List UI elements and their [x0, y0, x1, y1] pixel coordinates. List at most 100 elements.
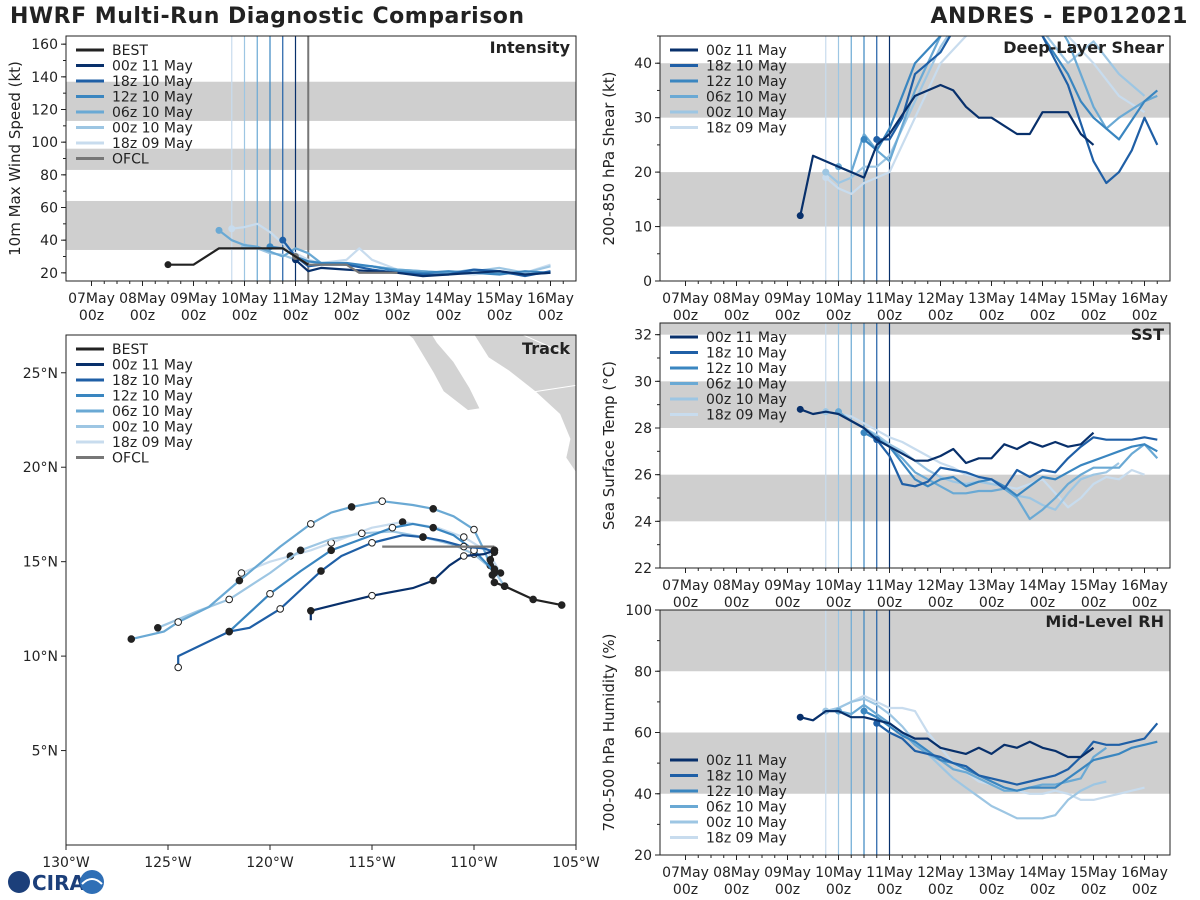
y-tick-label: 26: [634, 468, 652, 484]
x-tick-label-hour: 00z: [775, 595, 800, 611]
track-marker: [470, 525, 478, 534]
legend-entry: BEST: [112, 342, 148, 358]
y-tick-label: 10: [634, 220, 652, 236]
track-marker: [460, 533, 468, 541]
state-border: [535, 384, 576, 393]
x-tick-label-hour: 00z: [826, 882, 851, 898]
x-tick-label-hour: 00z: [436, 308, 461, 324]
track-marker: [127, 635, 136, 643]
x-tick-label-day: 15May: [1070, 865, 1117, 881]
cira-logo-text: CIRA: [32, 871, 86, 895]
x-tick-label-hour: 00z: [877, 308, 902, 324]
x-tick-label-day: 12May: [323, 291, 370, 307]
legend-entry: 00z 11 May: [112, 358, 193, 374]
y-tick-label: 140: [31, 70, 58, 86]
axes-frame: [65, 334, 577, 846]
series-line-00z-10-may: [825, 697, 1107, 820]
series-line-18z-09-may: [825, 694, 1145, 802]
legend-entry: 18z 10 May: [112, 373, 193, 389]
track-marker: [368, 591, 376, 600]
track-marker: [486, 555, 495, 564]
track-marker: [460, 552, 468, 560]
x-tick-label-hour: 00z: [826, 595, 851, 611]
x-tick-label-day: 16May: [1121, 291, 1168, 307]
series-start-marker: [860, 707, 868, 715]
x-tick-label-day: 07May: [662, 291, 709, 307]
x-tick-label-hour: 00z: [979, 882, 1004, 898]
legend-entry: 00z 11 May: [706, 330, 787, 346]
x-tick-label-day: 09May: [170, 291, 217, 307]
panel-track: 130°W 125°W 120°W 115°W 110°W 105°W 5°N 10°N 15°…: [23, 334, 600, 871]
x-tick-label-hour: 00z: [979, 308, 1004, 324]
legend-entry: OFCL: [112, 152, 149, 168]
lon-tick-label: 120°W: [246, 855, 294, 871]
x-tick-label-hour: 00z: [775, 308, 800, 324]
x-tick-label-hour: 00z: [79, 308, 104, 324]
track-marker: [358, 529, 366, 538]
x-tick-label-day: 10May: [815, 578, 862, 594]
legend-entry: 18z 09 May: [706, 121, 787, 137]
legend-entry: 18z 10 May: [112, 74, 193, 90]
x-tick-label-day: 08May: [713, 865, 760, 881]
track-marker: [154, 623, 162, 632]
series-line-best: [168, 247, 309, 266]
y-tick-label: 60: [634, 726, 652, 742]
state-border: [453, 335, 567, 355]
legend-entry: 00z 10 May: [706, 105, 787, 121]
series-start-marker: [822, 174, 830, 182]
legend-entry: 00z 10 May: [706, 815, 787, 831]
x-tick-label-day: 14May: [1019, 578, 1066, 594]
panel-intensity: 2040608010012014016007May00z08May00z09Ma…: [6, 35, 577, 324]
x-tick-label-day: 13May: [968, 291, 1015, 307]
legend-entry: 18z 10 May: [706, 346, 787, 362]
series-line-00z-11-may: [800, 709, 1095, 759]
x-tick-label-day: 12May: [917, 865, 964, 881]
x-tick-label-day: 09May: [764, 865, 811, 881]
series-start-marker: [796, 713, 804, 721]
legend-entry: 18z 10 May: [706, 769, 787, 785]
plot-area: [660, 323, 1170, 568]
lon-tick-label: 125°W: [144, 855, 192, 871]
x-tick-label-hour: 00z: [724, 308, 749, 324]
series-line-12z-10-may: [863, 710, 1158, 792]
panel-rh: 2040608010007May00z08May00z09May00z10May…: [600, 603, 1171, 898]
y-tick-label: 40: [634, 787, 652, 803]
legend-entry: 18z 09 May: [112, 435, 193, 451]
legend-entry: 12z 10 May: [112, 90, 193, 106]
track-marker: [327, 546, 336, 555]
track-marker: [225, 595, 233, 604]
reference-band: [660, 381, 1170, 428]
panel-title: Track: [522, 339, 570, 358]
x-tick-label-day: 14May: [425, 291, 472, 307]
x-tick-label-hour: 00z: [826, 308, 851, 324]
track-marker: [490, 546, 499, 555]
x-tick-label-day: 11May: [866, 291, 913, 307]
lat-tick-label: 20°N: [23, 460, 58, 476]
x-tick-label-hour: 00z: [673, 595, 698, 611]
track-marker: [225, 627, 233, 636]
legend-entry: 00z 10 May: [706, 392, 787, 408]
x-tick-label-day: 07May: [662, 578, 709, 594]
plot-area: [660, 36, 1170, 281]
legend-entry: 12z 10 May: [706, 74, 787, 90]
y-axis-label: Sea Surface Temp (°C): [600, 361, 618, 530]
plot-area: [660, 610, 1170, 855]
y-tick-label: 80: [634, 664, 652, 680]
x-tick-label-hour: 00z: [928, 882, 953, 898]
cira-logo: CIRA: [8, 870, 104, 895]
plot-area: [66, 36, 576, 281]
track-marker: [419, 533, 427, 541]
x-tick-label-day: 16May: [527, 291, 574, 307]
track-marker: [347, 503, 356, 511]
track-marker: [500, 582, 509, 591]
panel-title: Intensity: [490, 38, 571, 57]
y-tick-label: 120: [31, 103, 58, 119]
reference-band: [66, 148, 576, 170]
panel-title: Mid-Level RH: [1045, 612, 1164, 631]
lat-tick-label: 25°N: [23, 366, 58, 382]
x-tick-label-hour: 00z: [283, 308, 308, 324]
series-line-18z-10-may: [875, 436, 1158, 490]
series-line-06z-10-may: [838, 36, 1158, 174]
x-tick-label-hour: 00z: [334, 308, 359, 324]
